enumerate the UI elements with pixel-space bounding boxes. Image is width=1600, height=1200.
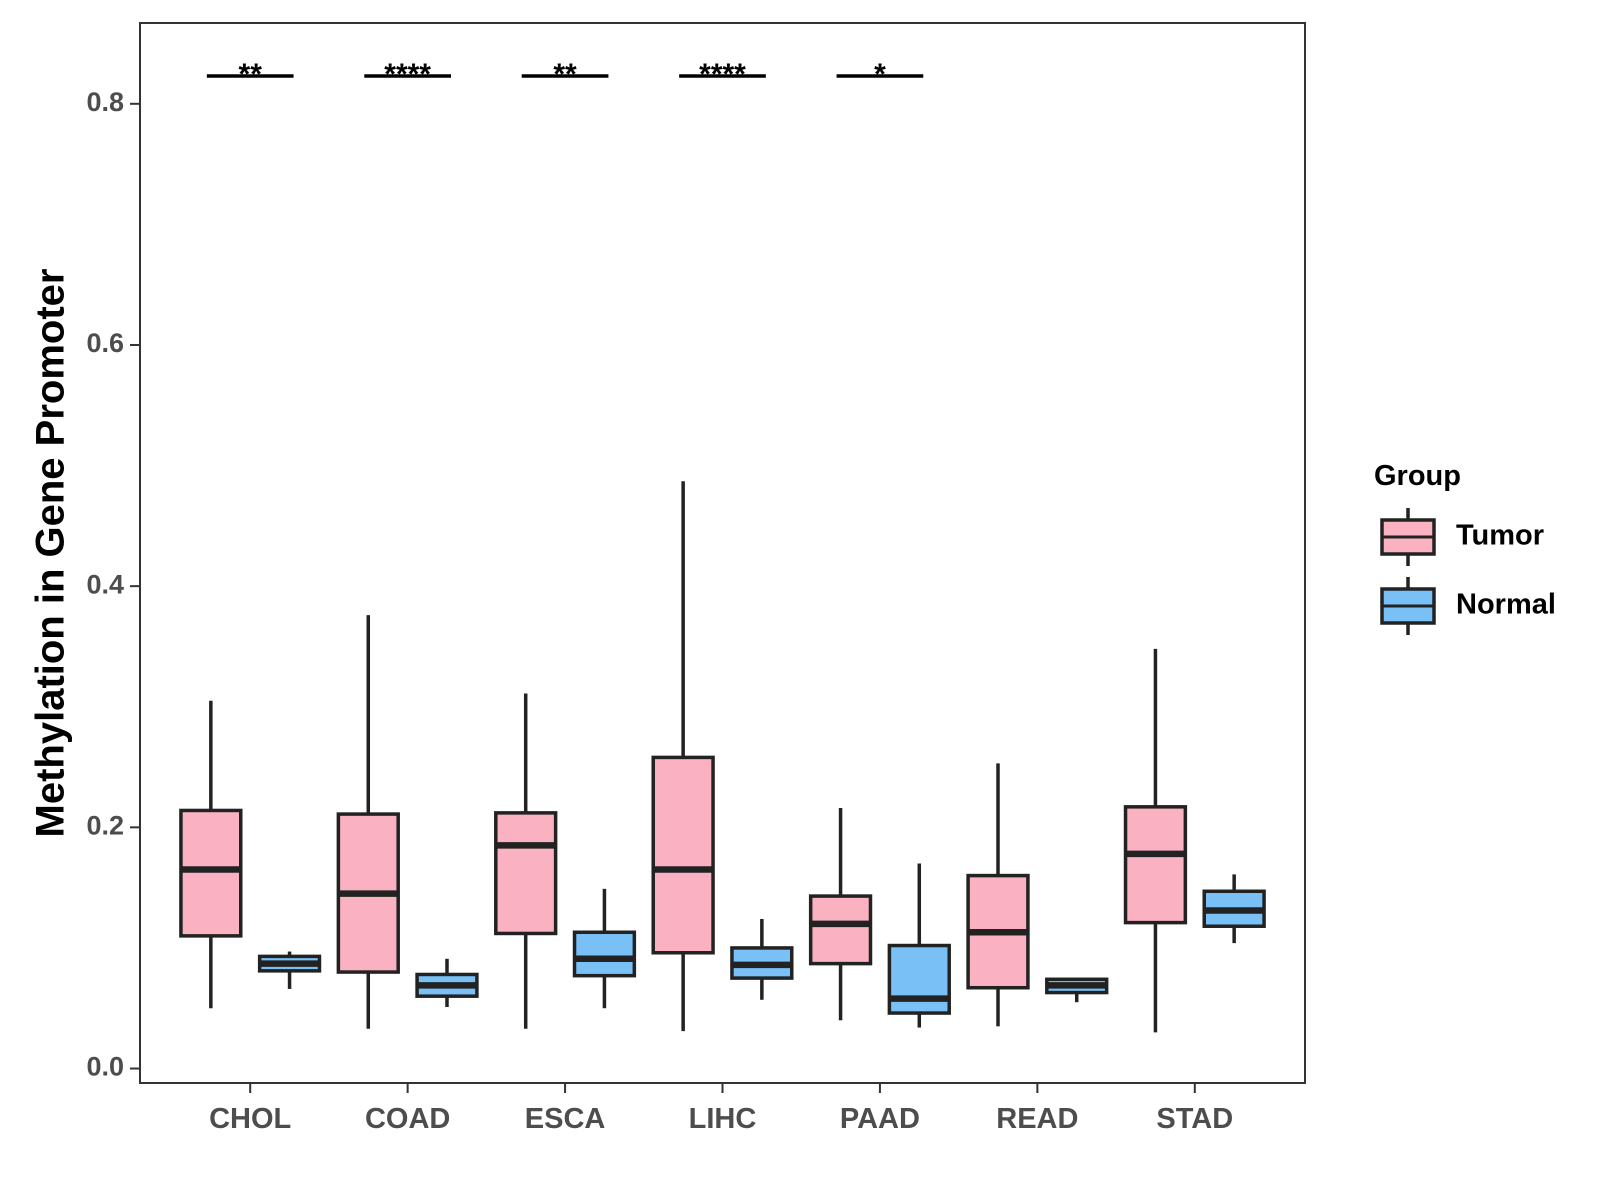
box-tumor-paad: [808, 808, 873, 1021]
x-tick-label-read: READ: [996, 1103, 1078, 1135]
y-tick-label: 0.6: [86, 328, 124, 358]
legend-key-tumor: [1380, 508, 1436, 566]
box-tumor-stad: [1123, 648, 1188, 1033]
box-iqr: [808, 894, 873, 966]
y-axis: 0.0 0.2 0.4 0.6 0.8: [86, 87, 140, 1082]
box-normal-lihc: [730, 918, 794, 1000]
significance-label: ****: [699, 58, 746, 91]
box-normal-stad: [1202, 874, 1266, 944]
y-tick-label: 0.2: [86, 810, 124, 840]
legend-title: Group: [1374, 460, 1461, 492]
significance-label: **: [239, 58, 263, 91]
significance-label: **: [553, 58, 577, 91]
boxes-layer: [179, 481, 1266, 1033]
box-iqr: [572, 930, 637, 978]
box-normal-chol: [257, 951, 322, 989]
y-axis-title: Methylation in Gene Promoter: [29, 269, 73, 838]
box-tumor-coad: [336, 615, 400, 1029]
box-tumor-lihc: [651, 481, 715, 1032]
y-tick-label: 0.4: [86, 569, 124, 599]
box-tumor-read: [966, 763, 1030, 1027]
box-tumor-esca: [494, 693, 558, 1029]
significance-layer: ** **** ** **** *: [206, 58, 924, 91]
x-axis: CHOL COAD ESCA LIHC PAAD READ STAD: [209, 1083, 1233, 1135]
legend-label-tumor: Tumor: [1456, 520, 1544, 552]
x-tick-label-esca: ESCA: [525, 1103, 606, 1135]
legend-key-normal: [1380, 577, 1436, 635]
y-tick-label: 0.8: [86, 87, 124, 117]
box-iqr: [179, 808, 243, 938]
legend: Group Tumor Normal: [1374, 460, 1556, 635]
x-tick-label-stad: STAD: [1156, 1103, 1233, 1135]
box-iqr: [651, 755, 715, 955]
box-normal-paad: [887, 863, 951, 1028]
x-tick-label-lihc: LIHC: [689, 1103, 757, 1135]
plot-panel: [139, 22, 1306, 1084]
box-iqr: [494, 811, 558, 936]
x-tick-label-paad: PAAD: [840, 1103, 920, 1135]
box-normal-coad: [415, 958, 479, 1008]
y-tick-label: 0.0: [86, 1052, 124, 1082]
box-normal-read: [1045, 977, 1109, 1003]
box-iqr: [887, 943, 951, 1015]
x-tick-label-coad: COAD: [365, 1103, 450, 1135]
x-tick-label-chol: CHOL: [209, 1103, 291, 1135]
box-normal-esca: [572, 888, 637, 1009]
box-iqr: [1123, 805, 1188, 925]
significance-label: *: [874, 58, 886, 91]
significance-label: ****: [384, 58, 431, 91]
legend-label-normal: Normal: [1456, 589, 1556, 621]
box-tumor-chol: [179, 700, 243, 1009]
